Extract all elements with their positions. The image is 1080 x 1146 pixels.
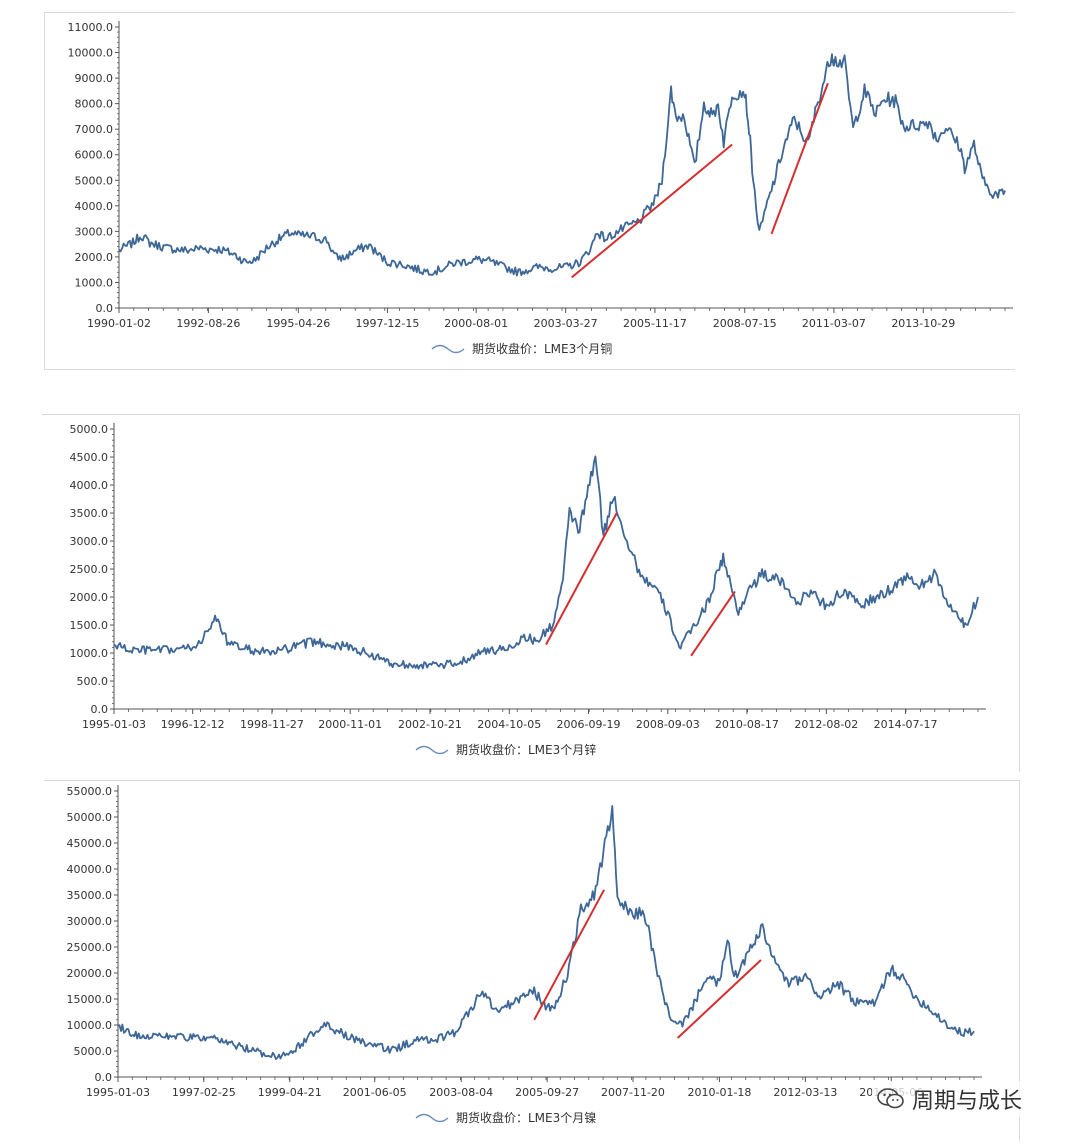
- y-tick-label: 500.0: [77, 675, 109, 688]
- y-tick-label: 1500.0: [70, 619, 109, 632]
- x-tick-label: 2014-07-17: [874, 718, 938, 731]
- wechat-icon: [877, 1088, 904, 1109]
- trend-line-2: [690, 590, 736, 657]
- y-tick-label: 5000.0: [70, 423, 109, 436]
- x-tick-label: 1995-01-03: [86, 1086, 150, 1099]
- trend-line-2: [676, 959, 762, 1039]
- y-tick-label: 4000.0: [70, 479, 109, 492]
- y-tick-label: 7000.0: [75, 123, 114, 136]
- nickel-price-line: [117, 805, 975, 1060]
- trend-line-1: [545, 512, 618, 646]
- y-tick-label: 1000.0: [70, 647, 109, 660]
- y-tick-label: 2000.0: [75, 251, 114, 264]
- y-tick-label: 25000.0: [67, 941, 113, 954]
- y-tick-label: 10000.0: [68, 47, 114, 60]
- y-tick-label: 0.0: [95, 1071, 113, 1084]
- y-tick-label: 8000.0: [75, 98, 114, 111]
- zinc-price-line: [113, 455, 979, 670]
- watermark-text: 周期与成长: [912, 1089, 1023, 1114]
- y-tick-label: 3500.0: [70, 507, 109, 520]
- y-tick-label: 6000.0: [75, 149, 114, 162]
- x-tick-label: 1997-12-15: [355, 317, 419, 330]
- trend-line-1: [533, 889, 605, 1021]
- zinc-chart-svg: 0.0 500.0 1000.0 1500.0 2000.0 2500.0 3000.0 35…: [70, 423, 986, 757]
- y-tick-label: 45000.0: [67, 837, 113, 850]
- trend-line-1: [571, 143, 733, 279]
- y-tick-label: 5000.0: [74, 1045, 113, 1058]
- x-tick-label: 2003-03-27: [534, 317, 598, 330]
- x-tick-label: 2012-08-02: [794, 718, 858, 731]
- y-tick-label: 4500.0: [70, 451, 109, 464]
- y-tick-label: 55000.0: [67, 785, 113, 798]
- x-tick-label: 1992-08-26: [176, 317, 240, 330]
- copper-price-line: [118, 53, 1006, 277]
- y-tick-label: 10000.0: [67, 1019, 113, 1032]
- y-tick-label: 3000.0: [75, 225, 114, 238]
- y-tick-label: 9000.0: [75, 72, 114, 85]
- y-tick-label: 1000.0: [75, 276, 114, 289]
- x-tick-label: 2000-11-01: [318, 718, 382, 731]
- y-tick-label: 4000.0: [75, 200, 114, 213]
- x-tick-label: 2002-10-21: [398, 718, 462, 731]
- x-tick-label: 2013-10-29: [891, 317, 955, 330]
- y-tick-label: 0.0: [91, 703, 109, 716]
- x-tick-label: 2010-08-17: [715, 718, 779, 731]
- y-tick-label: 2500.0: [70, 563, 109, 576]
- y-tick-label: 3000.0: [70, 535, 109, 548]
- x-tick-label: 1995-01-03: [82, 718, 146, 731]
- y-tick-label: 20000.0: [67, 967, 113, 980]
- y-tick-label: 30000.0: [67, 915, 113, 928]
- x-tick-label: 2004-10-05: [477, 718, 541, 731]
- x-tick-label: 2011-03-07: [802, 317, 866, 330]
- legend-line-icon: [415, 1113, 449, 1123]
- y-tick-label: 15000.0: [67, 993, 113, 1006]
- zinc-chart-panel: 0.0 500.0 1000.0 1500.0 2000.0 2500.0 3000.0 35…: [42, 414, 1020, 772]
- x-tick-label: 2001-06-05: [343, 1086, 407, 1099]
- x-tick-label: 2008-09-03: [636, 718, 700, 731]
- legend-label: 期货收盘价：LME3个月镍: [456, 1110, 596, 1125]
- x-tick-label: 2006-09-19: [557, 718, 621, 731]
- nickel-chart-svg: 0.0 5000.0 10000.0 15000.0 20000.0 25000.0 300…: [67, 785, 982, 1125]
- trend-line-2: [770, 82, 829, 235]
- x-tick-label: 2005-11-17: [623, 317, 687, 330]
- copper-chart-svg: 0.0 1000.0 2000.0 3000.0 4000.0 5000.0 6000.0 7…: [68, 21, 1013, 356]
- x-tick-label: 1999-04-21: [258, 1086, 322, 1099]
- x-tick-label: 2005-09-27: [515, 1086, 579, 1099]
- legend-line-icon: [415, 745, 449, 755]
- copper-chart-panel: 0.0 1000.0 2000.0 3000.0 4000.0 5000.0 6000.0 7…: [44, 12, 1015, 370]
- x-tick-label: 2007-11-20: [601, 1086, 665, 1099]
- x-tick-label: 2012-03-13: [773, 1086, 837, 1099]
- legend-label: 期货收盘价：LME3个月锌: [456, 742, 596, 757]
- y-tick-label: 0.0: [96, 302, 114, 315]
- legend-label: 期货收盘价：LME3个月铜: [472, 341, 612, 356]
- x-tick-label: 2008-07-15: [713, 317, 777, 330]
- watermark: 周期与成长: [872, 1081, 1027, 1117]
- x-tick-label: 2000-08-01: [444, 317, 508, 330]
- x-tick-label: 1990-01-02: [87, 317, 151, 330]
- x-tick-label: 1997-02-25: [172, 1086, 236, 1099]
- y-tick-label: 35000.0: [67, 889, 113, 902]
- y-tick-label: 11000.0: [68, 21, 114, 34]
- y-tick-label: 5000.0: [75, 174, 114, 187]
- x-tick-label: 1996-12-12: [161, 718, 225, 731]
- x-tick-label: 2010-01-18: [687, 1086, 751, 1099]
- y-tick-label: 40000.0: [67, 863, 113, 876]
- nickel-chart-panel: 0.0 5000.0 10000.0 15000.0 20000.0 25000.0 300…: [44, 780, 1020, 1141]
- x-tick-label: 1998-11-27: [240, 718, 304, 731]
- y-tick-label: 2000.0: [70, 591, 109, 604]
- x-tick-label: 2003-08-04: [429, 1086, 493, 1099]
- y-tick-label: 50000.0: [67, 811, 113, 824]
- x-tick-label: 1995-04-26: [266, 317, 330, 330]
- legend-line-icon: [431, 344, 465, 354]
